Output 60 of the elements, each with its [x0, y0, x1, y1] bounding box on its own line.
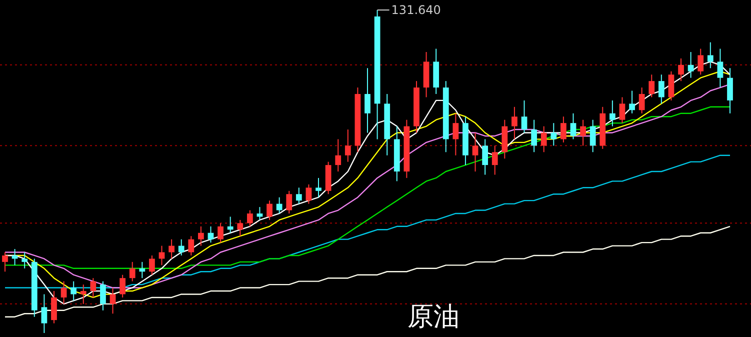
candlestick — [178, 238, 184, 256]
candlestick — [550, 122, 557, 146]
candlestick — [22, 252, 28, 269]
candlestick — [2, 252, 8, 272]
candlestick — [149, 254, 155, 276]
candlestick — [276, 196, 282, 214]
candlestick — [266, 200, 272, 220]
candlestick — [286, 190, 292, 214]
candlestick — [638, 87, 645, 114]
candlestick — [60, 280, 67, 304]
candlestick — [580, 119, 586, 146]
candlestick — [90, 278, 96, 298]
candlestick — [218, 222, 224, 244]
candlestick — [110, 287, 116, 314]
candlestick — [727, 68, 733, 114]
candlestick — [80, 284, 86, 304]
candlestick — [482, 138, 488, 176]
candlestick — [246, 210, 253, 227]
candlestick — [521, 100, 528, 134]
candlestick — [188, 236, 194, 256]
candlestick — [560, 116, 566, 143]
candlestick — [51, 290, 57, 324]
candlestick — [492, 145, 498, 176]
candlestick — [472, 132, 478, 172]
candlestick — [344, 129, 351, 162]
candlestick — [678, 58, 684, 82]
candlestick — [198, 226, 204, 246]
candlestick — [512, 106, 518, 140]
candlestick — [531, 119, 537, 153]
candlestick — [335, 138, 342, 172]
candlestick — [658, 74, 664, 104]
annotation: 原油 — [408, 302, 460, 332]
candlestick — [306, 184, 312, 204]
candlestick — [609, 100, 616, 127]
candlestick — [629, 90, 635, 114]
candlestick — [619, 96, 626, 124]
candlestick — [120, 274, 126, 298]
candlestick — [452, 112, 459, 156]
candlestick — [237, 219, 244, 237]
candlestick — [648, 74, 655, 98]
candlestick — [316, 177, 322, 198]
candlestick — [129, 261, 136, 282]
candlestick — [570, 112, 576, 140]
candlestick — [590, 119, 596, 153]
candlestick — [698, 48, 704, 76]
candlestick — [208, 226, 214, 244]
candlestick — [227, 216, 234, 234]
candlestick — [707, 42, 714, 69]
candlestick — [100, 280, 106, 311]
annotation: 131.640 — [391, 3, 441, 17]
candlestick — [41, 294, 48, 334]
candlestick — [717, 48, 724, 88]
candlestick — [70, 280, 77, 302]
candlestick — [688, 51, 694, 78]
candlestick — [364, 68, 370, 134]
candlestick — [296, 187, 302, 204]
candlestick — [139, 261, 146, 279]
candlestick — [668, 70, 674, 101]
candlestick — [168, 238, 174, 260]
candlestick — [540, 126, 547, 153]
